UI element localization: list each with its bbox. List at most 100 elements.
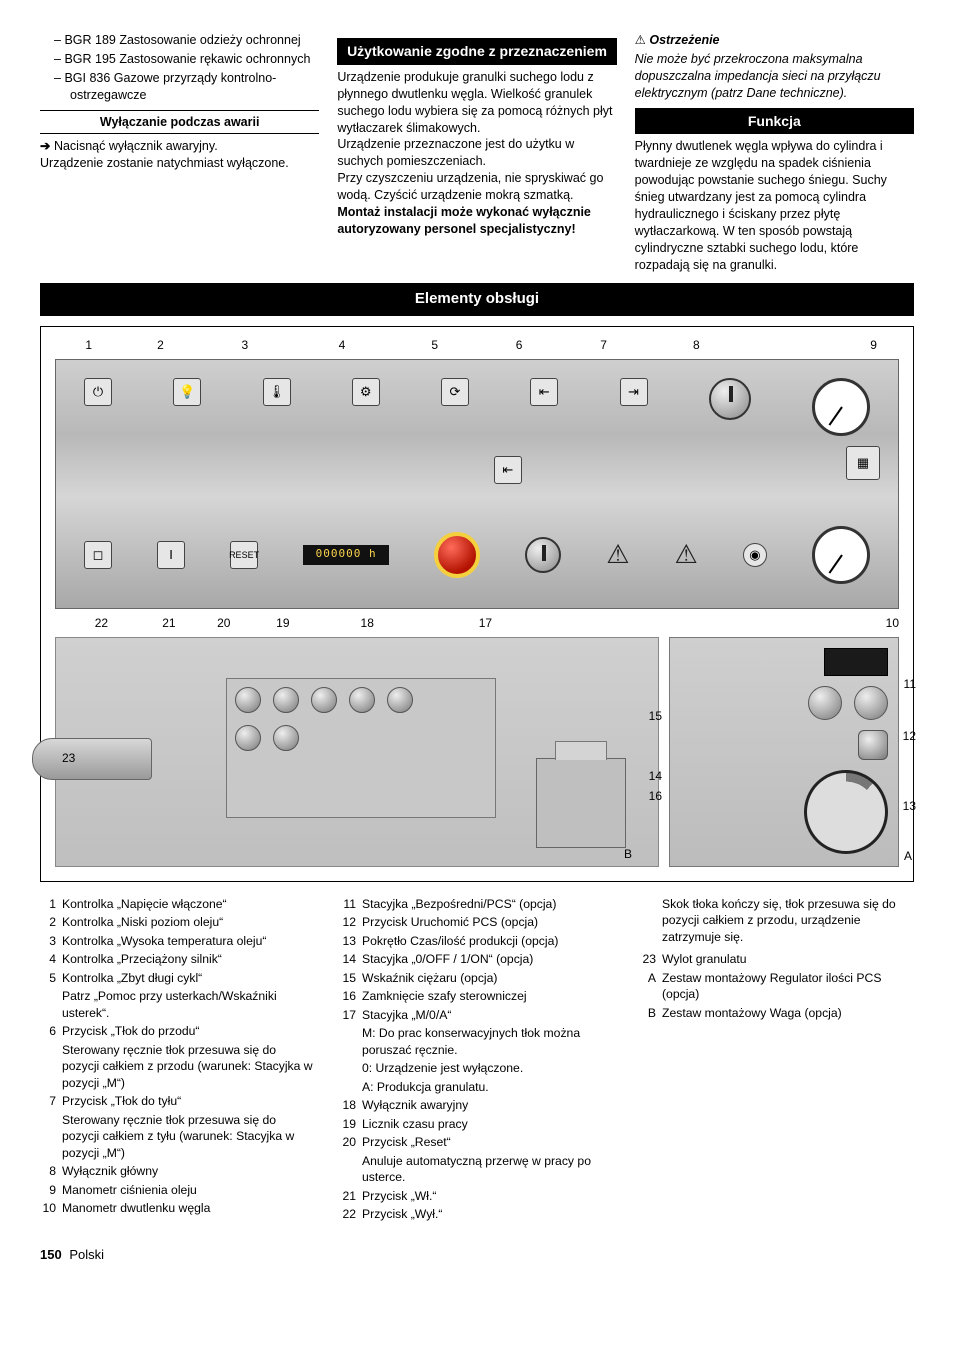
legend-item-extra: Patrz „Pomoc przy usterkach/Wskaźniki us…: [40, 988, 314, 1021]
legend-item-number: 12: [340, 914, 362, 930]
panel-knob-icon[interactable]: [273, 725, 299, 751]
legend-item-text: Pokrętło Czas/ilość produkcji (opcja): [362, 933, 614, 949]
callout-num: 13: [903, 798, 916, 814]
piston-back-button-icon[interactable]: ⇥: [620, 378, 648, 406]
key-switch-icon[interactable]: [854, 686, 888, 720]
heading-function: Funkcja: [635, 108, 914, 135]
vent-icon: ◉: [743, 543, 767, 567]
panel-knob-icon[interactable]: [235, 687, 261, 713]
legend-item-extra: M: Do prac konserwacyjnych tłok można po…: [340, 1025, 614, 1058]
warning-triangle-icon: ⚠: [606, 537, 629, 572]
legend-item-text: Kontrolka „Niski poziom oleju“: [62, 914, 314, 930]
callout-num: 21: [148, 615, 190, 631]
top-columns: BGR 189 Zastosowanie odzieży ochronnej B…: [40, 32, 914, 273]
legend-item-number: 19: [340, 1116, 362, 1132]
legend-item-text: Kontrolka „Wysoka temperatura oleju“: [62, 933, 314, 949]
legend-item-number: 11: [340, 896, 362, 912]
callout-num: 1: [55, 337, 123, 353]
main-switch-knob[interactable]: [709, 378, 751, 420]
legend-item-extra: Sterowany ręcznie tłok przesuwa się do p…: [40, 1112, 314, 1161]
power-indicator-icon: ⏻: [84, 378, 112, 406]
cycle-indicator-icon: ⟳: [441, 378, 469, 406]
col-1: BGR 189 Zastosowanie odzieży ochronnej B…: [40, 32, 319, 273]
oil-level-indicator-icon: 💡: [173, 378, 201, 406]
panel-knob-icon[interactable]: [311, 687, 337, 713]
arrow-line: Nacisnąć wyłącznik awaryjny.: [40, 138, 319, 155]
legend-item-number: 17: [340, 1007, 362, 1023]
legend-item: 9Manometr ciśnienia oleju: [40, 1182, 314, 1198]
warning-body: Nie może być przekroczona maksymalna dop…: [635, 51, 914, 102]
after-arrow-text: Urządzenie zostanie natychmiast wyłączon…: [40, 155, 319, 172]
emergency-stop-button[interactable]: [434, 532, 480, 578]
panel-knob-icon[interactable]: [235, 725, 261, 751]
legend-item-text: Kontrolka „Zbyt długi cykl“: [62, 970, 314, 986]
mode-key-switch[interactable]: [525, 537, 561, 573]
legend-item-number: 1: [40, 896, 62, 912]
machine-body: 23 15 14: [55, 637, 659, 867]
callout-num: 9: [747, 337, 899, 353]
legend-item-text: Przycisk „Reset“: [362, 1134, 614, 1150]
legend-item-text: Wyłącznik awaryjny: [362, 1097, 614, 1113]
legend-item-number: 21: [340, 1188, 362, 1204]
weighing-scale-icon: [536, 758, 626, 848]
callout-num: 23: [62, 750, 75, 766]
panel-knob-icon[interactable]: [349, 687, 375, 713]
legend-item-number: 20: [340, 1134, 362, 1150]
legend-item-text: Kontrolka „Napięcie włączone“: [62, 896, 314, 912]
callout-num: 22: [55, 615, 148, 631]
callout-num: 3: [198, 337, 291, 353]
callout-num: 17: [426, 615, 544, 631]
legend-item: 14Stacyjka „0/OFF / 1/ON“ (opcja): [340, 951, 614, 967]
legend-item: 7Przycisk „Tłok do tyłu“: [40, 1093, 314, 1109]
production-dial-icon[interactable]: [804, 770, 888, 854]
legend-item-text: Stacyjka „Bezpośredni/PCS“ (opcja): [362, 896, 614, 912]
legend-item-number: B: [640, 1005, 662, 1021]
co2-pressure-gauge-icon: [812, 526, 870, 584]
legend-item-text: Przycisk „Wył.“: [362, 1206, 614, 1222]
legend-item-number: 3: [40, 933, 62, 949]
callout-num: 6: [477, 337, 561, 353]
piston-forward-button-icon[interactable]: ⇤: [530, 378, 558, 406]
panel-knob-icon[interactable]: [273, 687, 299, 713]
reset-button[interactable]: RESET: [230, 541, 258, 569]
legend-item: 1Kontrolka „Napięcie włączone“: [40, 896, 314, 912]
indicator-row: ⏻ 💡 🌡 ⚙ ⟳ ⇤ ⇥: [56, 378, 898, 436]
legend-item-extra: Anuluje automatyczną przerwę w pracy po …: [340, 1153, 614, 1186]
para-bold: Montaż instalacji może wykonać wyłącznie…: [337, 204, 616, 238]
legend-item-text: Przycisk Uruchomić PCS (opcja): [362, 914, 614, 930]
para: Urządzenie przeznaczone jest do użytku w…: [337, 136, 616, 170]
legend-item-extra: A: Produkcja granulatu.: [340, 1079, 614, 1095]
callout-num: 19: [258, 615, 309, 631]
off-button[interactable]: ◻: [84, 541, 112, 569]
section-bar-elements: Elementy obsługi: [40, 283, 914, 315]
legend-item: 19Licznik czasu pracy: [340, 1116, 614, 1132]
warning-heading: Ostrzeżenie: [635, 32, 914, 49]
aux-button-icon[interactable]: ⇤: [494, 456, 522, 484]
diagram-frame: 1 2 3 4 5 6 7 8 9 ⏻ 💡 🌡 ⚙ ⟳ ⇤ ⇥ ⇤ ▦ ◻: [40, 326, 914, 882]
legend-item: 21Przycisk „Wł.“: [340, 1188, 614, 1204]
legend-item-number: 22: [340, 1206, 362, 1222]
motor-overload-indicator-icon: ⚙: [352, 378, 380, 406]
page-number: 150: [40, 1247, 62, 1262]
lower-control-row: ◻ I RESET 000000 h ⚠ ⚠ ◉: [56, 526, 898, 584]
machine-control-panel: [226, 678, 496, 818]
arrow-text: Nacisnąć wyłącznik awaryjny.: [54, 139, 218, 153]
legend-item: BZestaw montażowy Waga (opcja): [640, 1005, 914, 1021]
on-button[interactable]: I: [157, 541, 185, 569]
callout-num: 2: [123, 337, 199, 353]
key-switch-icon[interactable]: [808, 686, 842, 720]
panel-knob-icon[interactable]: [387, 687, 413, 713]
col-2: Użytkowanie zgodne z przeznaczeniem Urzą…: [337, 32, 616, 273]
legend-item: 11Stacyjka „Bezpośredni/PCS“ (opcja): [340, 896, 614, 912]
legend-item-text: Przycisk „Wł.“: [362, 1188, 614, 1204]
legend-item-number: 10: [40, 1200, 62, 1216]
pcs-start-button[interactable]: [858, 730, 888, 760]
top-number-row: 1 2 3 4 5 6 7 8 9: [55, 337, 899, 353]
legend-item-text: Zamknięcie szafy sterowniczej: [362, 988, 614, 1004]
para: Urządzenie produkuje granulki suchego lo…: [337, 69, 616, 137]
legend-item: 16Zamknięcie szafy sterowniczej: [340, 988, 614, 1004]
legend-item-number: 4: [40, 951, 62, 967]
callout-num: 10: [865, 615, 899, 631]
legend-continuation: Skok tłoka kończy się, tłok przesuwa się…: [640, 896, 914, 945]
legend-item: 18Wyłącznik awaryjny: [340, 1097, 614, 1113]
